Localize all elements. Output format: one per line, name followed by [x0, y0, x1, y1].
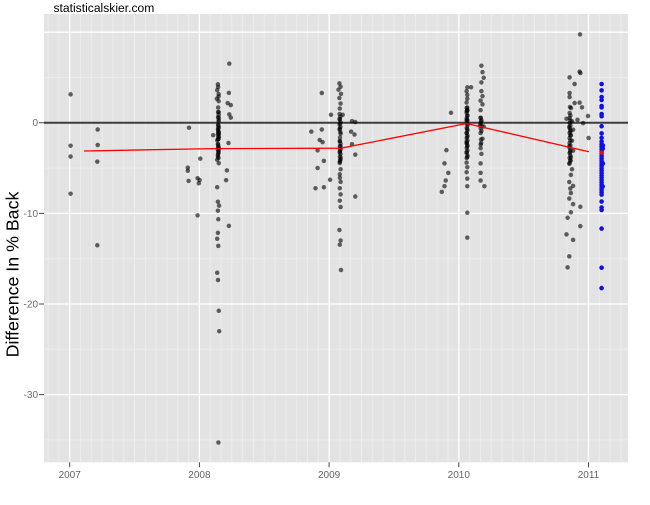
svg-text:2009: 2009: [318, 470, 341, 481]
svg-text:-10: -10: [24, 209, 39, 220]
svg-text:2010: 2010: [448, 470, 471, 481]
svg-text:-20: -20: [24, 299, 39, 310]
svg-text:statisticalskier.com: statisticalskier.com: [54, 1, 155, 15]
svg-text:-30: -30: [24, 390, 39, 401]
svg-text:2011: 2011: [578, 470, 600, 481]
svg-text:Difference In % Back: Difference In % Back: [3, 192, 23, 358]
svg-text:2008: 2008: [188, 470, 211, 481]
svg-text:0: 0: [32, 118, 38, 129]
svg-text:2007: 2007: [59, 470, 82, 481]
